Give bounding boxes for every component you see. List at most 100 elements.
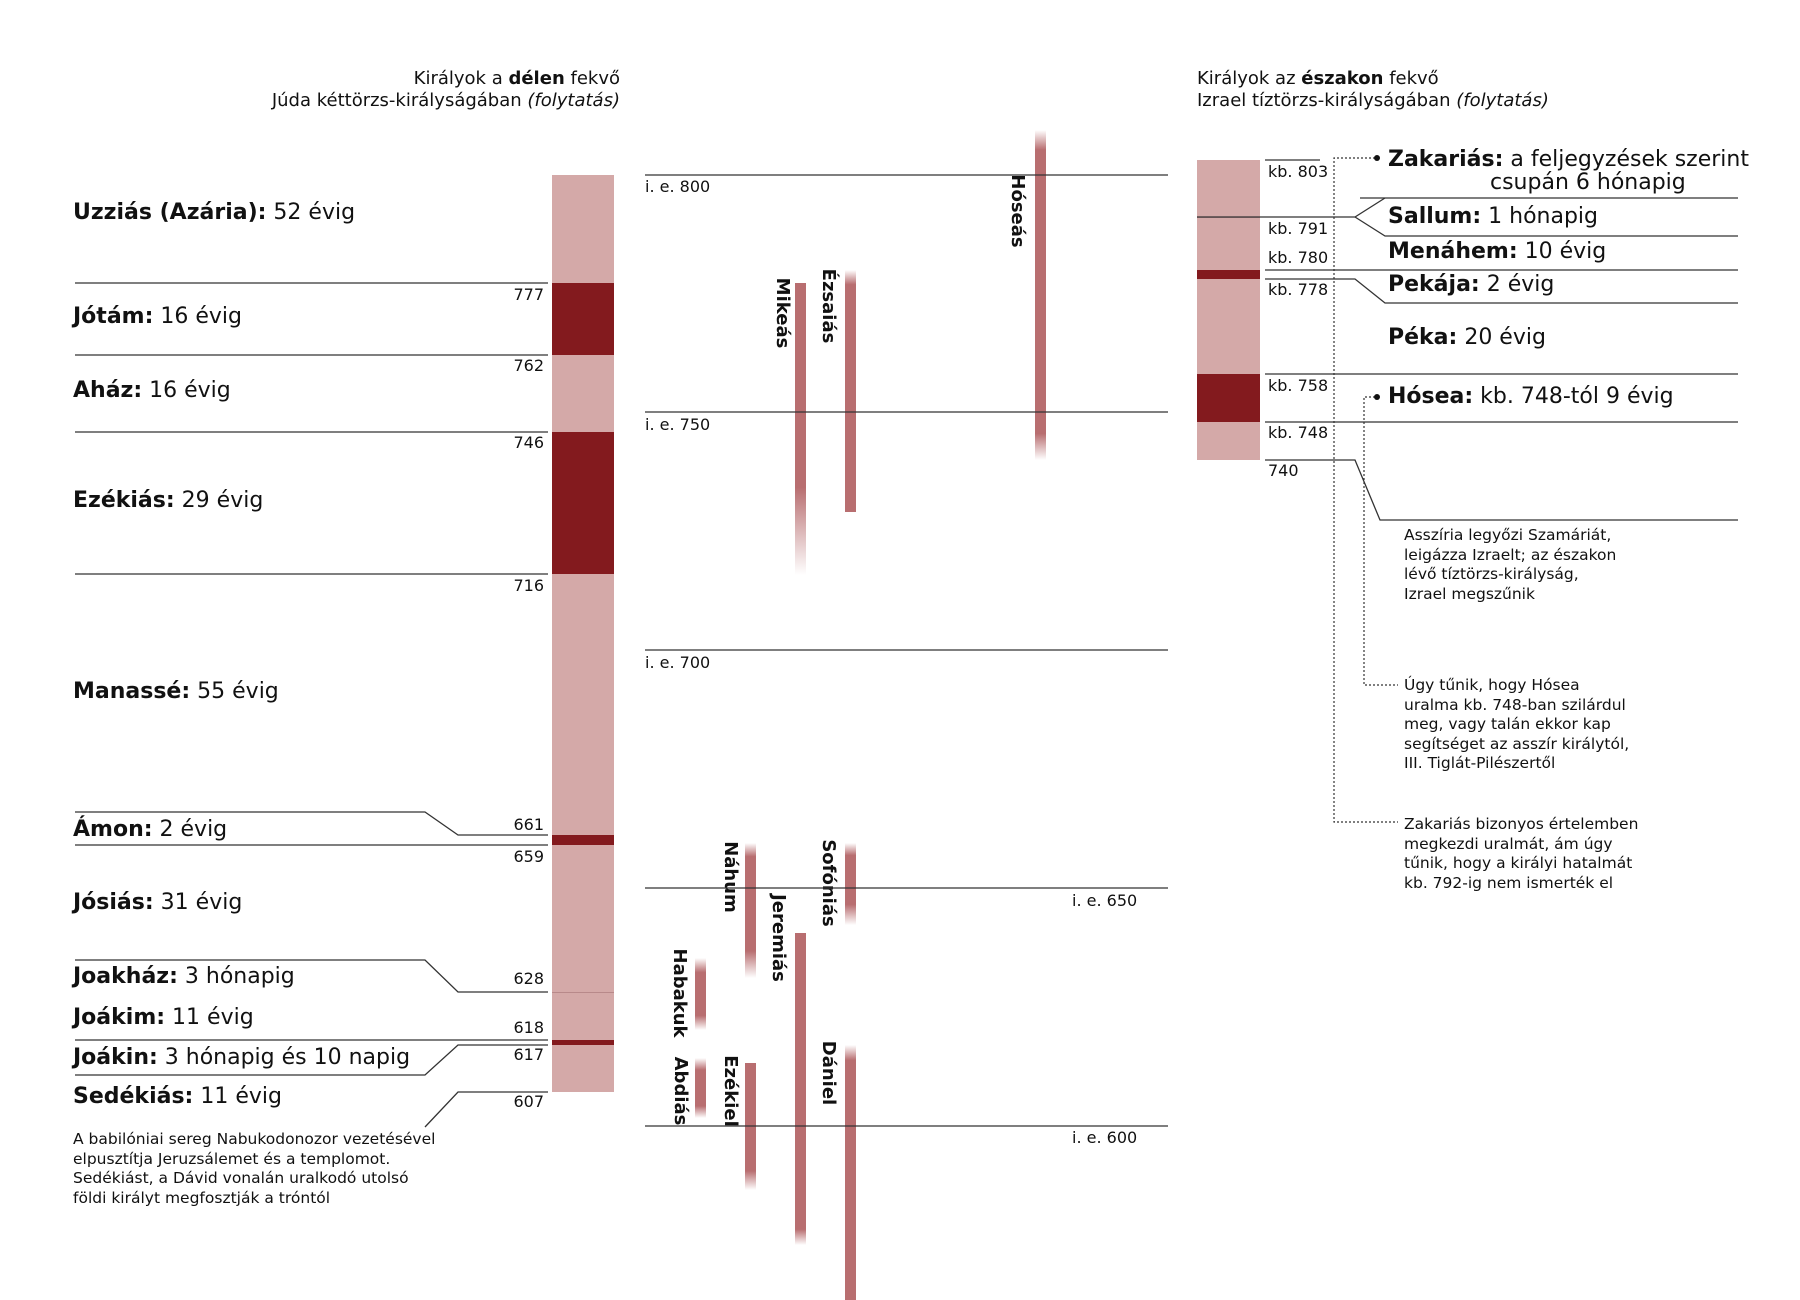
israel-header-text: Királyok az xyxy=(1197,68,1302,89)
king-name: Ezékiás: xyxy=(73,488,175,513)
king-name: Zakariás: xyxy=(1388,147,1504,172)
reign-bar-hoshea-early xyxy=(1197,374,1260,422)
prophet-bar-isaiah xyxy=(845,270,856,512)
king-label-ahaz: Aház: 16 évig xyxy=(73,378,231,404)
israel-year-label: kb. 780 xyxy=(1268,248,1329,267)
king-label-amon: Ámon: 2 évig xyxy=(73,817,227,843)
note-assyria: Asszíria legyőzi Szamáriát, leigázza Izr… xyxy=(1404,526,1664,604)
king-name: Péka: xyxy=(1388,325,1458,350)
king-label-jotham: Jótám: 16 évig xyxy=(73,304,242,330)
king-reign: 16 évig xyxy=(142,378,231,403)
reign-bar-uzziah xyxy=(552,175,614,283)
king-name: Jósiás: xyxy=(73,890,154,915)
king-label-josiah: Jósiás: 31 évig xyxy=(73,890,242,916)
note-line: meg, vagy talán ekkor kap xyxy=(1404,715,1611,733)
israel-king-label-shallum: Sallum: 1 hónapig xyxy=(1388,204,1598,230)
israel-king-label-pekahiah: Pekája: 2 évig xyxy=(1388,272,1554,298)
note-line: lévő tíztörzs-királyság, xyxy=(1404,565,1579,583)
prophet-bar-jeremiah xyxy=(795,933,806,1245)
leader-dot xyxy=(1374,155,1380,161)
king-name: Jótám: xyxy=(73,304,154,329)
king-label-jehoiakim: Joákim: 11 évig xyxy=(73,1005,254,1031)
judah-header-bold: délen xyxy=(508,68,565,89)
reign-bar-josiah xyxy=(552,845,614,992)
king-name: Sedékiás: xyxy=(73,1084,194,1109)
israel-king-label-zechariah: Zakariás: a feljegyzések szerint xyxy=(1388,147,1749,173)
king-name: Sallum: xyxy=(1388,204,1482,229)
king-reign: 16 évig xyxy=(153,304,243,329)
king-reign: kb. 748-tól 9 évig xyxy=(1473,384,1674,409)
israel-header-italic: (folytatás) xyxy=(1456,90,1549,111)
king-label-zedekiah: Sedékiás: 11 évig xyxy=(73,1084,282,1110)
year-label: 607 xyxy=(513,1092,544,1111)
reign-bar-manasseh xyxy=(552,574,614,835)
israel-king-label-menahem: Menáhem: 10 évig xyxy=(1388,239,1606,265)
israel-year-label: kb. 748 xyxy=(1268,423,1329,442)
note-zechariah: Zakariás bizonyos értelemben megkezdi ur… xyxy=(1404,815,1664,893)
year-label: 746 xyxy=(513,433,544,452)
reign-bar-amon xyxy=(552,835,614,845)
leader-dot xyxy=(1374,394,1380,400)
reign-bar-hoshea xyxy=(1197,422,1260,460)
king-name: Joakház: xyxy=(73,964,178,989)
reign-bar-ahaz xyxy=(552,355,614,432)
note-line: Sedékiást, a Dávid vonalán uralkodó utol… xyxy=(73,1169,409,1187)
king-reign: a feljegyzések szerint xyxy=(1503,147,1749,172)
note-line: Izrael megszűnik xyxy=(1404,584,1535,603)
israel-year-label: kb. 778 xyxy=(1268,280,1329,299)
king-name: Hósea: xyxy=(1388,384,1474,409)
note-line: tűnik, hogy a királyi hatalmát xyxy=(1404,854,1633,872)
year-label: 777 xyxy=(513,285,544,304)
israel-divider xyxy=(1354,216,1738,237)
dotted-leader-zechariah xyxy=(1333,157,1398,823)
judah-header-text: fekvő xyxy=(564,68,620,89)
reign-bar-hezekiah xyxy=(552,432,614,574)
year-label: 628 xyxy=(513,969,544,988)
king-reign: 10 évig xyxy=(1517,239,1607,264)
era-label: i. e. 650 xyxy=(1072,891,1138,910)
era-label: i. e. 700 xyxy=(645,653,711,672)
king-name: Aház: xyxy=(73,378,143,403)
king-reign: 2 évig xyxy=(1479,272,1555,297)
king-name: Pekája: xyxy=(1388,272,1480,297)
israel-year-label: kb. 791 xyxy=(1268,219,1329,238)
prophet-bar-zephaniah xyxy=(845,843,856,925)
note-line: földi királyt megfosztják a tróntól xyxy=(73,1188,331,1207)
year-label: 618 xyxy=(513,1018,544,1037)
reign-bar-pekahiah xyxy=(1197,270,1260,279)
king-name: Menáhem: xyxy=(1388,239,1518,264)
year-label: 659 xyxy=(513,847,544,866)
king-reign: 29 évig xyxy=(174,488,264,513)
judah-header-italic: (folytatás) xyxy=(527,90,620,111)
prophet-bar-obadiah xyxy=(695,1058,706,1118)
year-label: 661 xyxy=(513,815,544,834)
judah-fall-note: A babilóniai sereg Nabukodonozor vezetés… xyxy=(73,1130,453,1208)
israel-divider xyxy=(1320,197,1386,218)
era-label: i. e. 750 xyxy=(645,415,711,434)
divider-line xyxy=(75,1044,548,1076)
judah-header-text: Júda kéttörzs-királyságában xyxy=(271,90,528,111)
dotted-leader-hoshea xyxy=(1363,396,1398,686)
israel-year-label: kb. 803 xyxy=(1268,162,1329,181)
king-name: Joákim: xyxy=(73,1005,166,1030)
note-line: III. Tiglát-Pilészertől xyxy=(1404,754,1556,772)
israel-year-label: kb. 758 xyxy=(1268,376,1329,395)
prophet-bar-daniel xyxy=(845,1045,856,1300)
king-name: Uzziás (Azária): xyxy=(73,200,267,225)
year-label: 762 xyxy=(513,356,544,375)
reign-bar-jotham xyxy=(552,283,614,355)
king-name: Manassé: xyxy=(73,679,191,704)
prophet-bar-habakkuk xyxy=(695,958,706,1030)
king-reign: 11 évig xyxy=(193,1084,282,1109)
era-label: i. e. 800 xyxy=(645,177,711,196)
divider-line xyxy=(75,811,548,836)
king-name: Joákin: xyxy=(73,1045,158,1070)
israel-divider xyxy=(1265,278,1738,304)
note-line: megkezdi uralmát, ám úgy xyxy=(1404,834,1613,853)
judah-header: Királyok a délen fekvő Júda kéttörzs-kir… xyxy=(180,68,620,112)
reign-bar-jehoiakim xyxy=(552,992,614,1041)
judah-header-text: Királyok a xyxy=(413,68,509,89)
reign-bar-pekah xyxy=(1197,279,1260,374)
era-label: i. e. 600 xyxy=(1072,1128,1138,1147)
